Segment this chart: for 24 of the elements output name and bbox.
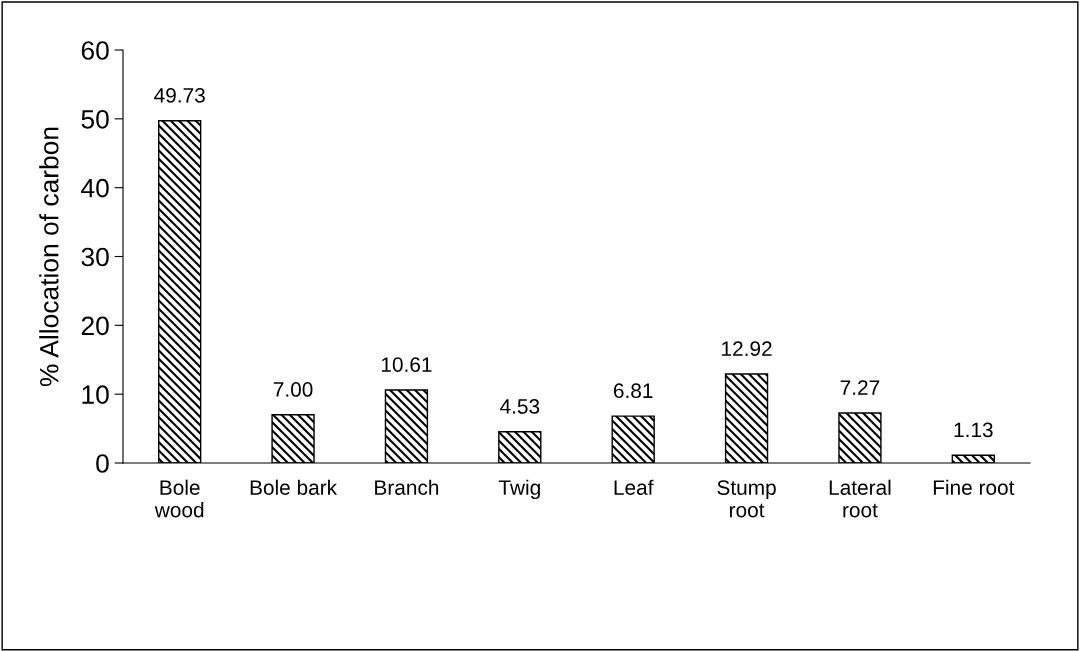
y-tick-label: 30	[81, 247, 109, 267]
data-label: 49.73	[154, 87, 205, 103]
y-tick-label: 40	[81, 178, 109, 198]
x-tick-label: Fine root	[933, 479, 1015, 495]
data-label: 7.27	[840, 380, 880, 395]
x-tick-label: Leaf	[614, 479, 654, 495]
data-label: 7.00	[273, 382, 313, 397]
data-label: 6.81	[613, 383, 653, 399]
data-label: 1.13	[954, 422, 993, 438]
y-tick-label: 10	[82, 385, 109, 404]
y-tick-label: 0	[96, 454, 109, 473]
x-tick-label: Twig	[498, 479, 540, 500]
y-axis-title: % Allocation of carbon	[39, 127, 59, 387]
x-tick-label: Bole bark	[250, 479, 338, 495]
y-tick-label: 60	[81, 41, 109, 60]
x-tick-label: Stump root	[717, 480, 776, 518]
data-label: 10.61	[381, 357, 432, 372]
data-label: 12.92	[722, 341, 772, 357]
y-tick-label: 20	[81, 316, 109, 336]
data-label: 4.53	[500, 399, 540, 414]
x-tick-label: Bole wood	[154, 479, 204, 518]
y-tick-label: 50	[81, 109, 109, 129]
x-tick-label: Lateral root	[829, 479, 891, 518]
x-tick-label: Branch	[375, 479, 439, 495]
